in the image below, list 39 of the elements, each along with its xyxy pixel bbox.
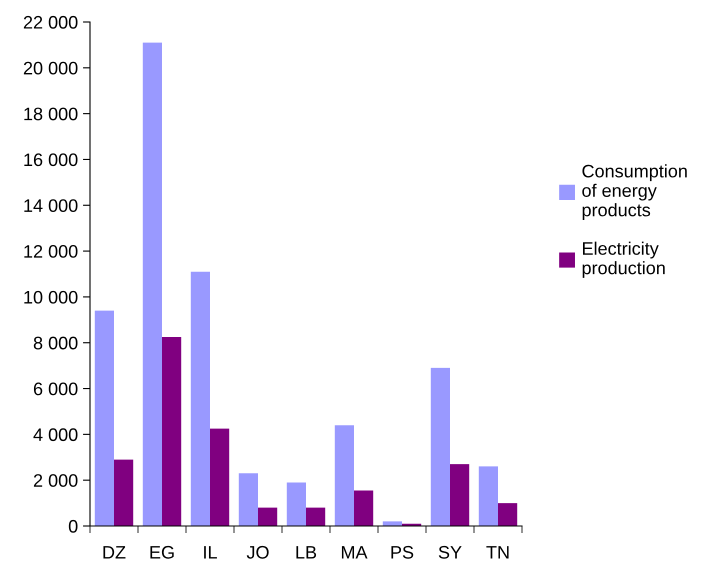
bar [114,460,134,526]
y-tick-label: 4 000 [33,428,78,442]
x-tick-label: IL [204,546,217,559]
y-tick-label: 8 000 [34,336,78,350]
bar [210,428,230,526]
bar [142,42,162,526]
bar [238,473,258,526]
y-tick-label: 16 000 [24,153,78,166]
y-tick-label: 14 000 [24,199,78,212]
x-tick-label: MA [342,546,368,559]
y-tick-label: 18 000 [24,108,78,120]
bar [430,368,450,526]
legend-label: Consumption of energy products [582,164,687,220]
legend-label: Electricity production [582,242,665,278]
bar [498,503,518,526]
bar [286,482,306,526]
x-tick-label: DZ [103,546,126,559]
y-tick-label: 6 000 [34,382,78,396]
x-tick-label: LB [296,546,316,559]
bar [94,310,114,526]
x-tick-label: JO [246,546,269,559]
y-tick-label: 12 000 [24,245,78,258]
x-tick-label: SY [438,546,462,559]
bar [478,466,498,526]
bar [190,272,210,526]
x-tick-label: PS [391,546,414,559]
bar [334,425,354,526]
x-tick-label: TN [486,546,509,559]
bar [258,508,278,526]
bar [354,490,374,526]
y-tick-label: 2 000 [34,474,78,487]
bar [306,508,326,526]
y-tick-label: 10 000 [24,290,78,304]
y-tick-label: 22 000 [24,16,78,29]
bar [162,337,182,526]
x-tick-label: EG [150,546,174,559]
bar [450,464,470,526]
y-tick-label: 20 000 [24,62,78,75]
y-tick-label: 0 [68,520,78,533]
